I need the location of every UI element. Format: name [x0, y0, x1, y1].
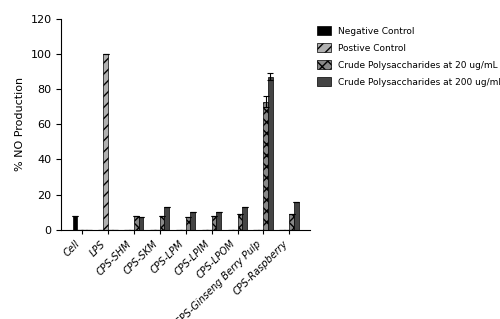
Y-axis label: % NO Production: % NO Production: [15, 77, 25, 171]
Bar: [72, 216, 78, 230]
Bar: [104, 54, 108, 230]
Bar: [138, 217, 143, 230]
Bar: [294, 202, 298, 230]
Bar: [238, 214, 242, 230]
Bar: [268, 77, 273, 230]
Bar: [134, 216, 138, 230]
Bar: [242, 207, 247, 230]
Bar: [216, 212, 221, 230]
Legend: Negative Control, Postive Control, Crude Polysaccharides at 20 ug/mL, Crude Poly: Negative Control, Postive Control, Crude…: [314, 24, 500, 89]
Bar: [212, 216, 216, 230]
Bar: [164, 207, 169, 230]
Bar: [290, 214, 294, 230]
Bar: [264, 101, 268, 230]
Bar: [186, 217, 190, 230]
Bar: [160, 216, 164, 230]
Bar: [190, 212, 195, 230]
